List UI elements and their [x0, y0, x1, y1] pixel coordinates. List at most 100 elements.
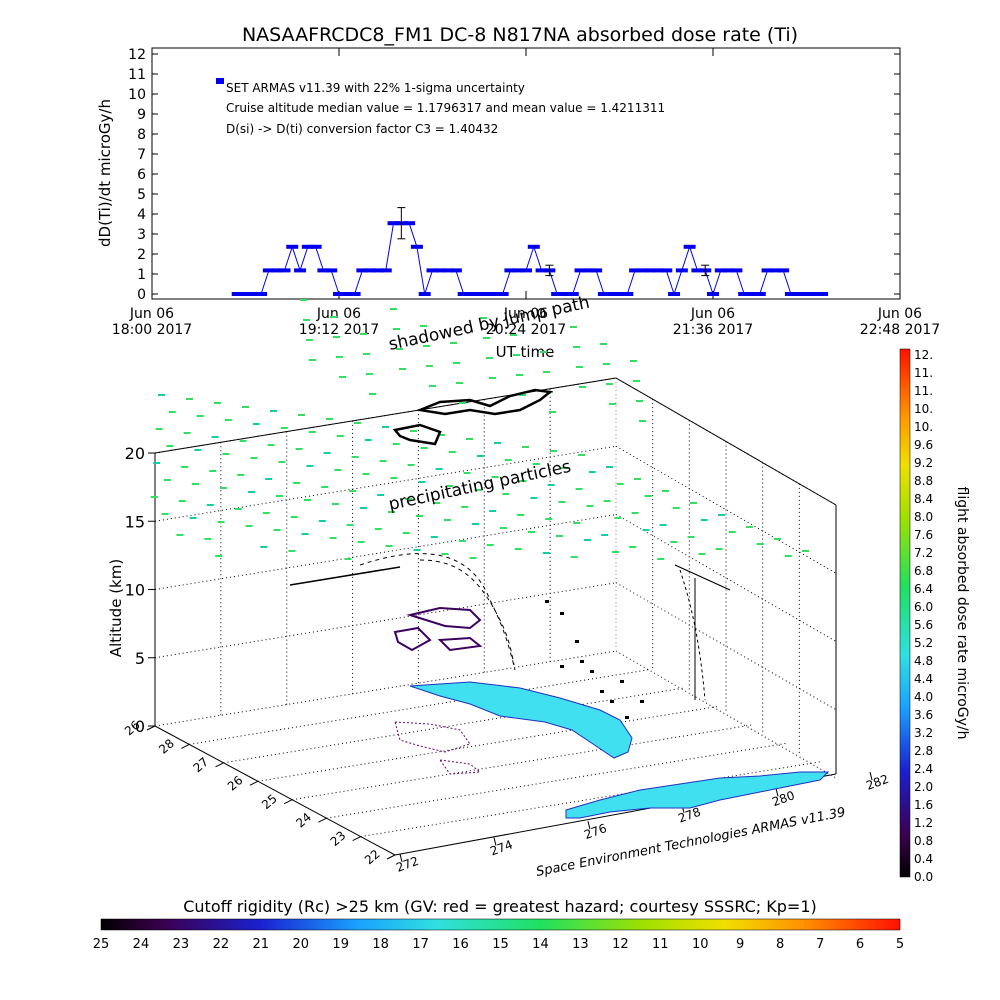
series-segment	[416, 246, 426, 295]
z-axis-ticks: 0 5 10 15 20	[125, 444, 155, 736]
series-segment	[673, 270, 683, 295]
colorbar-right-tick: 4.4	[914, 672, 933, 686]
colorbar-bottom-tick: 17	[412, 937, 429, 952]
cuba-landmass	[565, 771, 830, 819]
colorbar-right-tick: 4.0	[914, 690, 933, 704]
flight-track-mid	[393, 606, 483, 652]
colorbar-right-tick: 7.2	[914, 546, 933, 560]
track-point	[580, 660, 584, 663]
colorbar-bottom-tick: 25	[93, 937, 110, 952]
lat-tick	[283, 799, 293, 805]
y-tick-label: 2	[137, 247, 146, 263]
data-point	[816, 292, 829, 296]
lon-tick	[493, 837, 497, 846]
flight-track-dashed	[419, 559, 515, 666]
series-segment	[704, 270, 714, 295]
lat-tick-label: 25	[259, 791, 280, 812]
y-axis-label: dD(Ti)/dt microGy/h	[96, 99, 114, 247]
flight-track-segment	[674, 564, 731, 591]
y-tick-label: 10	[128, 87, 146, 103]
track-point	[600, 690, 604, 693]
series-segment	[525, 246, 535, 271]
colorbar-right-tick: 1.6	[914, 798, 933, 812]
y-tick-label: 0	[137, 287, 146, 303]
colorbar-right-tick: 2.4	[914, 762, 933, 776]
colorbar-right-tick: 7.6	[914, 528, 933, 542]
colorbar-bottom-tick: 15	[492, 937, 509, 952]
error-bars	[397, 207, 710, 277]
flight-track-dashed	[359, 553, 516, 671]
colorbar-right-tick: 12.	[914, 348, 933, 362]
lon-tick-label: 274	[488, 837, 514, 858]
series-segment	[548, 270, 558, 295]
flight-track-segment	[289, 566, 401, 586]
y-tick-label: 9	[137, 107, 146, 123]
dose-rate-series	[231, 221, 829, 296]
series-segment	[712, 270, 722, 295]
y-tick-label: 4	[137, 207, 146, 223]
z-tick-label: 20	[125, 444, 145, 463]
legend-entry-3: D(si) -> D(ti) conversion factor C3 = 1.…	[226, 122, 498, 136]
x-tick-label: Jun 06	[316, 306, 361, 322]
box-3d	[154, 377, 837, 856]
colorbar-right-tick: 0.8	[914, 834, 933, 848]
series-segment	[408, 223, 418, 247]
colorbar-right-tick: 4.8	[914, 654, 933, 668]
series-segment	[533, 246, 543, 271]
colorbar-bottom-tick: 19	[332, 937, 349, 952]
colorbar-right	[899, 348, 911, 878]
series-segment	[455, 270, 465, 295]
colorbar-bottom-tick: 5	[896, 937, 904, 952]
colorbar-bottom-tick: 14	[532, 937, 549, 952]
series-segment	[315, 246, 324, 271]
track-point	[625, 716, 629, 719]
colorbar-right-tick: 0.4	[914, 852, 933, 866]
colorbar-bottom-label: Cutoff rigidity (Rc) >25 km (GV: red = g…	[183, 897, 817, 916]
series-segment	[385, 223, 395, 271]
lat-tick-label: 26	[225, 773, 246, 794]
annotation-precipitating: precipitating particles	[387, 457, 573, 515]
colorbar-right-tick: 8.0	[914, 510, 933, 524]
lat-tick-label: 23	[328, 828, 349, 849]
colorbar-right-tick: 11.	[914, 366, 933, 380]
grid-3d	[154, 377, 837, 838]
colorbar-bottom-tick: 12	[612, 937, 629, 952]
colorbar-bottom-tick: 20	[292, 937, 309, 952]
x-tick-label: 21:36 2017	[673, 322, 753, 338]
series-segment	[330, 270, 340, 295]
colorbar-bottom-tick: 9	[736, 937, 744, 952]
lon-tick	[587, 821, 591, 830]
colorbar-bottom-tick: 16	[452, 937, 469, 952]
y-tick-label: 3	[137, 227, 146, 243]
z-axis-label: Altitude (km)	[107, 559, 125, 657]
x-tick-label: Jun 06	[503, 306, 548, 322]
track-point	[620, 680, 624, 683]
colorbar-right-tick: 9.2	[914, 456, 933, 470]
legend-entry-2: Cruise altitude median value = 1.1796317…	[226, 101, 665, 115]
colorbar-right-tick: 1.2	[914, 816, 933, 830]
lat-tick	[318, 817, 327, 823]
series-segment	[595, 270, 605, 295]
y-tick-label: 7	[137, 147, 146, 163]
lon-tick-label: 282	[864, 772, 890, 793]
x-tick-label: Jun 06	[690, 306, 735, 322]
colorbar-right-tick: 2.8	[914, 744, 933, 758]
series-segment	[572, 270, 582, 295]
lat-tick-label: 27	[191, 755, 212, 776]
legend-marker	[216, 78, 224, 84]
lat-tick	[215, 762, 224, 768]
x-tick-label: 19:12 2017	[299, 322, 379, 338]
series-segment	[782, 270, 792, 295]
y-tick-label: 1	[137, 267, 146, 283]
colorbar-right-tick: 9.6	[914, 438, 933, 452]
colorbar-bottom-ticks: 25 24 23 22 21 20 19 18 17 16 15 14 13 12 11 10 9 8 7 6 5	[93, 937, 904, 952]
track-point	[560, 612, 564, 615]
colorbar-right-tick: 10.	[914, 420, 933, 434]
colorbar-right-tick: 6.0	[914, 600, 933, 614]
lat-tick	[181, 743, 190, 749]
flight-track-dashed	[679, 569, 706, 701]
